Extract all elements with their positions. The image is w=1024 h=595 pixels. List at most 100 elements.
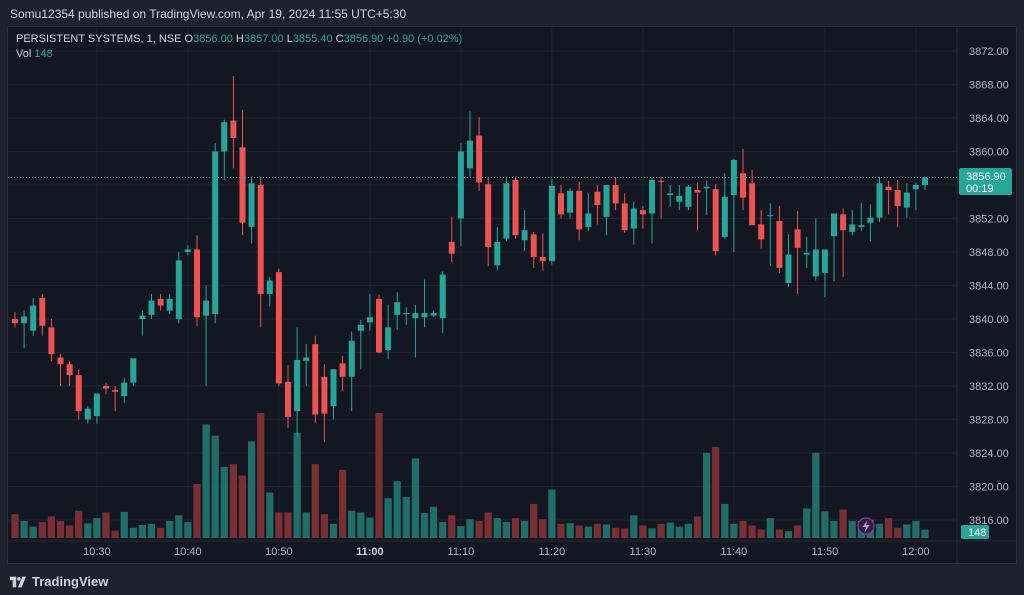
volume-bar: [775, 529, 783, 538]
candle-body: [485, 184, 492, 247]
candle-body: [912, 185, 919, 190]
volume-bar: [157, 527, 165, 538]
publisher-text: Somu12354 published on TradingView.com, …: [10, 7, 407, 21]
volume-bar: [693, 516, 702, 538]
volume-bar: [111, 530, 119, 538]
candle-body: [821, 249, 828, 273]
volume-bar: [885, 518, 893, 538]
close-label: C: [335, 33, 344, 45]
candle-body: [539, 257, 546, 262]
tradingview-logo[interactable]: TradingView: [10, 574, 108, 589]
change-value: +0.90 (+0.02%): [386, 33, 463, 45]
candle-body: [803, 252, 810, 255]
open-label: O: [184, 33, 194, 45]
time-tick-label: 11:30: [630, 546, 657, 558]
price-tick-label: 3836.00: [969, 348, 1009, 360]
candle-body: [376, 298, 382, 353]
symbol-name: PERSISTENT SYSTEMS, 1, NSE: [16, 33, 182, 45]
candle-body: [548, 185, 555, 262]
candle-body: [922, 177, 928, 185]
candle-body: [139, 315, 146, 319]
candle-body: [321, 376, 328, 414]
volume-label: Vol: [16, 48, 32, 60]
volume-bar: [921, 529, 929, 538]
candle-body: [39, 298, 46, 326]
volume-bar: [320, 514, 328, 538]
candle-body: [667, 193, 674, 196]
candle-body: [721, 196, 728, 237]
candle-body: [676, 195, 683, 202]
volume-bar: [402, 497, 410, 538]
volume-bar: [602, 524, 611, 538]
candle-body: [749, 183, 756, 226]
candle-body: [339, 363, 346, 377]
volume-bar: [375, 413, 383, 538]
volume-bar: [248, 441, 256, 538]
volume-bar: [521, 520, 529, 538]
volume-bar: [75, 510, 83, 538]
volume-bar: [257, 413, 265, 538]
candle-body: [603, 185, 610, 217]
candle-body: [703, 186, 710, 189]
price-tick-label: 3824.00: [969, 448, 1009, 460]
candle-body: [121, 382, 128, 397]
volume-bar: [11, 514, 19, 538]
price-tick-label: 3840.00: [969, 314, 1009, 326]
candle-body: [467, 140, 473, 169]
volume-bar: [830, 520, 838, 538]
volume-value: 148: [34, 48, 53, 60]
candle-body: [66, 364, 73, 376]
candle-body: [239, 147, 246, 223]
candle-body: [694, 190, 701, 193]
volume-bar: [912, 520, 920, 538]
volume-bar: [66, 525, 74, 538]
volume-bar: [366, 517, 374, 538]
candle-body: [730, 159, 737, 196]
volume-bar: [339, 469, 347, 538]
volume-bar: [420, 513, 429, 538]
footer: TradingView: [0, 568, 1024, 595]
candle-body: [112, 390, 119, 392]
volume-bar: [812, 452, 820, 538]
high-value: 3857.00: [243, 33, 284, 45]
candle-body: [585, 213, 592, 227]
tradingview-logo-text: TradingView: [32, 574, 109, 589]
candle-body: [812, 249, 819, 277]
candle-body: [257, 185, 264, 294]
time-tick-label: 11:10: [448, 546, 475, 558]
volume-bar: [666, 522, 674, 538]
price-tick-label: 3820.00: [969, 482, 1009, 494]
candle-body: [685, 186, 692, 207]
volume-bar: [466, 519, 474, 538]
time-tick-label: 10:30: [83, 546, 111, 558]
volume-bar: [612, 527, 620, 538]
volume-bar: [329, 523, 338, 538]
volume-bar: [657, 523, 665, 538]
volume-bar: [311, 464, 319, 538]
candle-body: [103, 386, 109, 389]
time-tick-label: 10:40: [174, 546, 202, 558]
price-tick-label: 3844.00: [969, 281, 1009, 293]
candle-body: [394, 302, 401, 315]
candle-body: [894, 190, 901, 206]
volume-bar: [184, 522, 192, 538]
volume-bar: [566, 523, 574, 538]
candle-body: [175, 260, 182, 319]
volume-bar: [102, 512, 110, 538]
volume-bar: [393, 481, 401, 538]
low-label: L: [286, 33, 293, 45]
candle-body: [248, 183, 255, 227]
volume-bar: [548, 489, 556, 538]
candle-body: [303, 357, 310, 361]
candle-body: [439, 274, 446, 319]
price-tick-label: 3848.00: [969, 247, 1009, 259]
chart-panel[interactable]: [7, 26, 1017, 564]
volume-tag: [961, 525, 989, 539]
volume-bar: [430, 506, 438, 538]
candle-body: [639, 210, 646, 215]
candle-body: [266, 280, 273, 294]
volume-bar: [47, 516, 55, 538]
candle-body: [312, 344, 319, 415]
candle-body: [48, 327, 55, 355]
